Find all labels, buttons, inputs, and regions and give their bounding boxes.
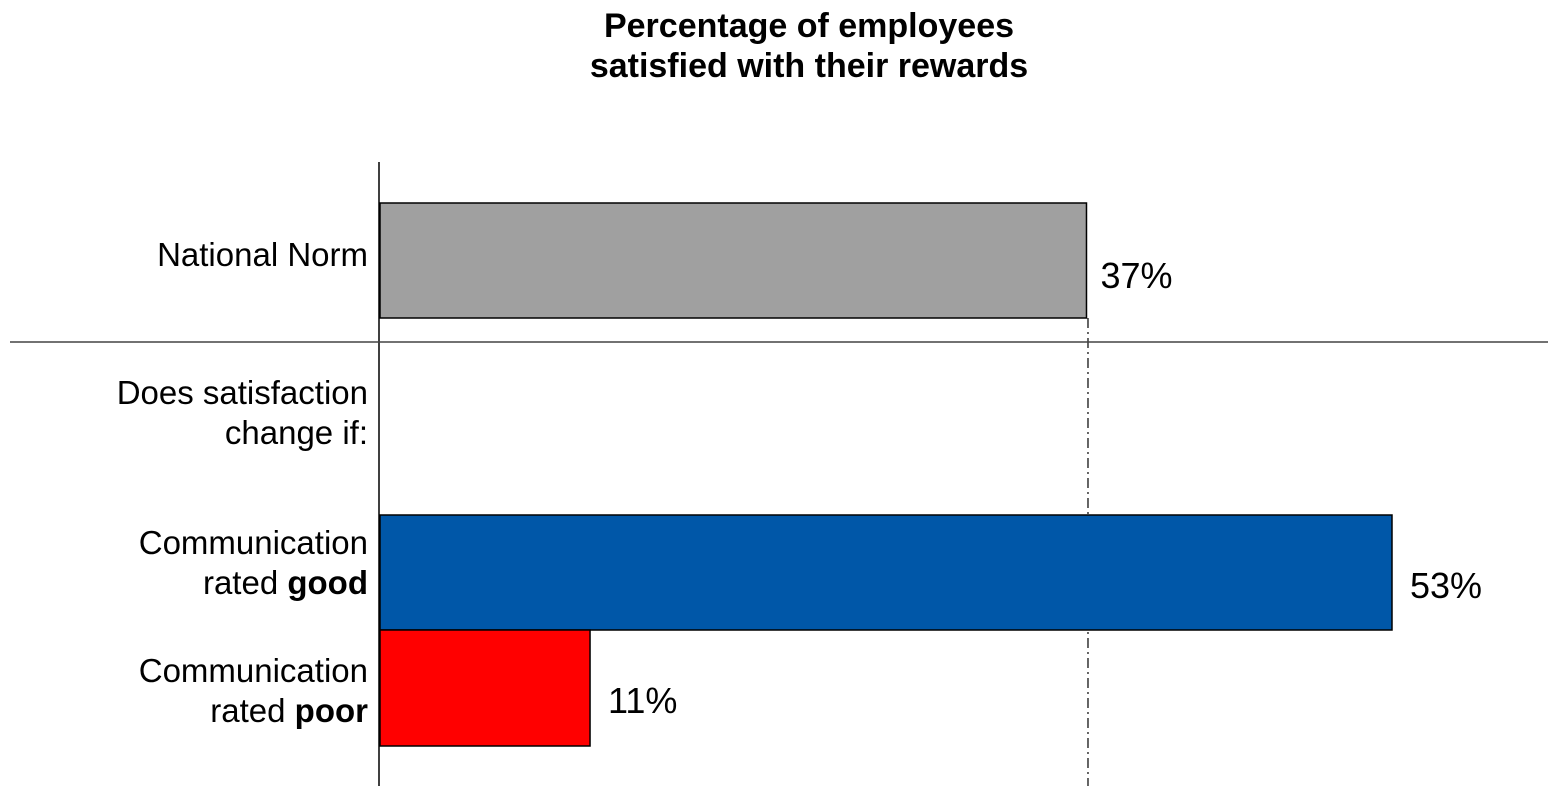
category-label-emphasis: poor xyxy=(294,692,368,729)
value-label-communication-good: 53% xyxy=(1410,565,1483,606)
bar-communication-poor xyxy=(379,629,591,747)
bar-communication-good xyxy=(379,514,1393,631)
chart-title-line-1: Percentage of employees xyxy=(603,7,1015,45)
category-label-communication-good: Communication rated good xyxy=(139,523,368,603)
chart-title-line-2: satisfied with their rewards xyxy=(589,47,1029,85)
section-label-line-2: change if: xyxy=(224,414,368,451)
section-label-line-1: Does satisfaction xyxy=(116,374,368,411)
category-label-communication-poor: Communication rated poor xyxy=(139,651,368,731)
category-label-prefix: rated xyxy=(202,564,288,601)
category-label-line: Communication xyxy=(138,652,368,689)
bar-national-norm xyxy=(379,202,1088,319)
category-label-prefix: rated xyxy=(210,692,295,729)
value-label-communication-poor: 11% xyxy=(608,680,678,721)
chart-title: Percentage of employees satisfied with t… xyxy=(0,6,1548,86)
category-label-line: National Norm xyxy=(157,236,368,273)
category-label-emphasis: good xyxy=(287,564,368,601)
category-label-national-norm: National Norm xyxy=(157,235,368,275)
value-label-national-norm: 37% xyxy=(1100,255,1173,296)
section-label: Does satisfaction change if: xyxy=(117,373,368,453)
category-label-line: Communication xyxy=(138,524,368,561)
